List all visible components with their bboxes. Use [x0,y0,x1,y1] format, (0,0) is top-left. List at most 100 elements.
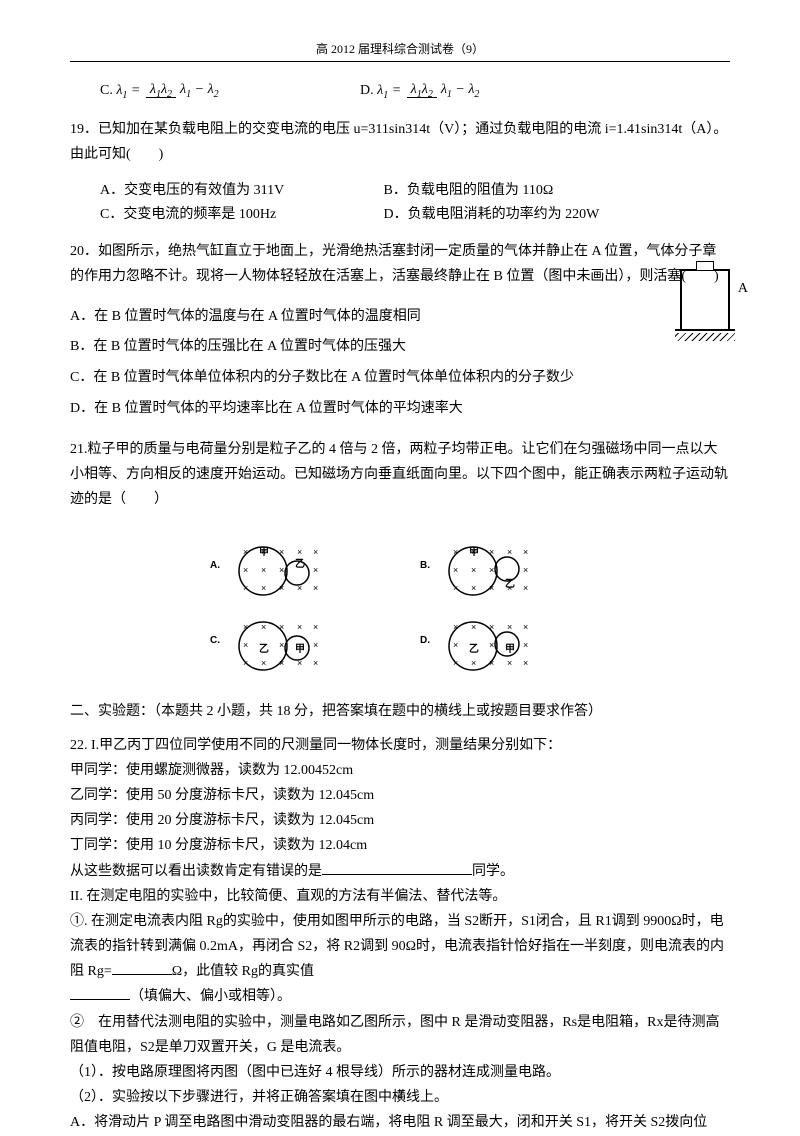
svg-text:×: × [523,583,528,593]
svg-text:×: × [313,583,318,593]
section2-title: 二、实验题：（本题共 2 小题，共 18 分，把答案填在题中的横线上或按题目要求… [70,699,730,724]
svg-text:×: × [471,565,476,575]
q19-text: 19．已知加在某负载电阻上的交变电流的电压 u=311sin314t（V）；通过… [70,117,730,167]
svg-text:×: × [243,565,248,575]
label-a: A [738,281,748,297]
p2: ② 在用替代法测电阻的实验中，测量电路如乙图所示，图中 R 是滑动变阻器，Rs是… [70,1010,730,1060]
svg-text:×: × [261,583,266,593]
svg-text:×: × [453,658,458,668]
svg-text:×: × [523,622,528,632]
svg-text:×: × [471,547,476,557]
svg-text:乙: 乙 [469,643,479,655]
q22-jia: 甲同学：使用螺旋测微器，读数为 12.00452cm [70,758,730,783]
svg-text:×: × [243,583,248,593]
page-number: 2 [397,1087,403,1102]
option-c: C. λ1 = λ1λ2λ1 − λ2 [100,82,360,101]
svg-text:×: × [489,547,494,557]
q22-ding: 丁同学：使用 10 分度游标卡尺，读数为 12.04cm [70,833,730,858]
svg-text:×: × [507,583,512,593]
svg-text:乙: 乙 [295,558,305,570]
svg-text:×: × [453,547,458,557]
svg-text:×: × [453,622,458,632]
svg-text:×: × [313,622,318,632]
q19-b: B．负载电阻的阻值为 110Ω [384,179,668,199]
q21-diagram: A. 甲 乙 × × × × × × × × × × × × × × B. 甲 乙 [70,528,730,683]
blank-student[interactable] [322,861,472,875]
p2-1: （1）．按电路原理图将丙图（图中已连好 4 根导线）所示的器材连成测量电路。 [70,1060,730,1085]
svg-text:×: × [471,622,476,632]
svg-text:×: × [489,565,494,575]
svg-text:×: × [507,547,512,557]
svg-text:×: × [261,658,266,668]
svg-text:×: × [313,658,318,668]
part2-intro: II. 在测定电阻的实验中，比较简便、直观的方法有半偏法、替代法等。 [70,884,730,909]
q21-text: 21.粒子甲的质量与电荷量分别是粒子乙的 4 倍与 2 倍，两粒子均带正电。让它… [70,437,730,513]
svg-text:×: × [523,658,528,668]
q20-text: 20．如图所示，绝热气缸直立于地面上，光滑绝热活塞封闭一定质量的气体并静止在 A… [70,239,730,289]
svg-text:×: × [453,640,458,650]
q20-a: A．在 B 位置时气体的温度与在 A 位置时气体的温度相同 [70,302,730,333]
svg-text:×: × [243,622,248,632]
svg-text:×: × [297,622,302,632]
q20-c: C．在 B 位置时气体单位体积内的分子数比在 A 位置时气体单位体积内的分子数少 [70,363,730,394]
conclusion-pre: 从这些数据可以看出读数肯定有错误的是 [70,864,322,879]
q22-conclusion: 从这些数据可以看出读数肯定有错误的是 同学。 [70,859,730,884]
svg-text:×: × [243,547,248,557]
q19-a: A．交变电压的有效值为 311V [100,179,384,199]
svg-text:×: × [489,658,494,668]
p1-mid: Ω，此值较 Rg的真实值 [172,964,314,979]
q20-b: B．在 B 位置时气体的压强比在 A 位置时气体的压强大 [70,332,730,363]
q20-block: 20．如图所示，绝热气缸直立于地面上，光滑绝热活塞封闭一定质量的气体并静止在 A… [70,239,730,425]
q18-options-cd: C. λ1 = λ1λ2λ1 − λ2 D. λ1 = λ1λ2λ1 − λ2 [70,82,730,101]
formula-d: λ1 = λ1λ2λ1 − λ2 [377,82,485,101]
q19-d: D．负载电阻消耗的功率约为 220W [384,203,668,223]
svg-text:×: × [243,640,248,650]
svg-text:×: × [523,640,528,650]
q20-options: A．在 B 位置时气体的温度与在 A 位置时气体的温度相同 B．在 B 位置时气… [70,302,730,425]
svg-text:×: × [279,658,284,668]
p1-post: （填偏大、偏小或相等）。 [70,984,730,1009]
p1: ①. 在测定电流表内阻 Rg的实验中，使用如图甲所示的电路，当 S2断开，S1闭… [70,909,730,985]
svg-text:×: × [453,583,458,593]
p1-post-text: （填偏大、偏小或相等）。 [130,989,291,1004]
svg-text:甲: 甲 [295,643,305,655]
svg-text:×: × [297,658,302,668]
page-header: 高 2012 届理科综合测试卷（9） [70,40,730,62]
svg-text:×: × [279,583,284,593]
q19-options: A．交变电压的有效值为 311V B．负载电阻的阻值为 110Ω C．交变电流的… [100,179,730,227]
svg-text:×: × [453,565,458,575]
svg-text:×: × [297,583,302,593]
svg-text:×: × [313,640,318,650]
svg-text:×: × [279,622,284,632]
svg-text:×: × [489,583,494,593]
svg-text:×: × [279,547,284,557]
svg-text:甲: 甲 [505,643,515,655]
cylinder-diagram: A [680,269,750,333]
blank-compare[interactable] [70,986,130,1000]
q20-d: D．在 B 位置时气体的平均速率比在 A 位置时气体的平均速率大 [70,394,730,425]
option-d-label: D. [360,83,374,99]
svg-text:×: × [261,565,266,575]
svg-text:×: × [523,565,528,575]
q19-c: C．交变电流的频率是 100Hz [100,203,384,223]
svg-text:×: × [313,547,318,557]
q22-bing: 丙同学：使用 20 分度游标卡尺，读数为 12.045cm [70,808,730,833]
svg-text:A.: A. [210,560,220,571]
svg-text:B.: B. [420,560,430,571]
svg-text:×: × [261,547,266,557]
svg-text:×: × [279,640,284,650]
svg-text:×: × [507,658,512,668]
svg-text:D.: D. [420,635,430,646]
piston-icon [696,261,714,271]
blank-rg[interactable] [112,961,172,975]
svg-text:×: × [279,565,284,575]
option-c-label: C. [100,83,113,99]
option-d: D. λ1 = λ1λ2λ1 − λ2 [360,82,485,101]
conclusion-post: 同学。 [472,864,514,879]
svg-text:×: × [489,640,494,650]
svg-text:×: × [489,622,494,632]
svg-text:×: × [471,583,476,593]
q22-intro: 22. I.甲乙丙丁四位同学使用不同的尺测量同一物体长度时，测量结果分别如下： [70,733,730,758]
svg-text:×: × [313,565,318,575]
q22-yi: 乙同学：使用 50 分度游标卡尺，读数为 12.045cm [70,783,730,808]
